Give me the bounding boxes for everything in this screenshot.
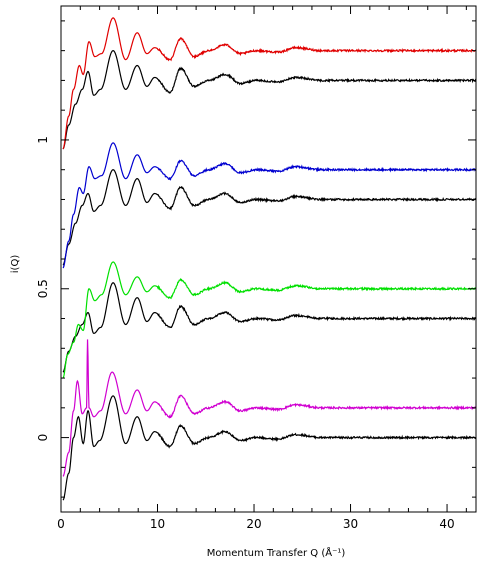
x-tick-label: 0 (57, 517, 65, 531)
axes-layer: 0 10 20 30 40 0 0.5 1 (36, 5, 477, 531)
series-line-2 (62, 282, 477, 373)
y-axis-label: i(Q) (10, 255, 21, 274)
series-line-0 (62, 395, 477, 501)
series-line-1 (62, 339, 477, 477)
series-line-7 (62, 17, 477, 150)
series-layer (62, 17, 477, 501)
x-axis-label: Momentum Transfer Q (Å⁻¹) (207, 546, 346, 559)
y-tick-label: 0 (36, 434, 50, 442)
x-tick-label: 20 (246, 517, 261, 531)
y-tick-label: 1 (36, 136, 50, 144)
x-tick-label: 30 (343, 517, 358, 531)
series-line-6 (62, 50, 477, 150)
x-tick-label: 10 (150, 517, 165, 531)
series-line-4 (62, 169, 477, 266)
y-tick-label: 0.5 (36, 279, 50, 298)
series-line-5 (62, 142, 477, 269)
x-tick-label: 40 (439, 517, 454, 531)
series-line-3 (62, 261, 477, 379)
